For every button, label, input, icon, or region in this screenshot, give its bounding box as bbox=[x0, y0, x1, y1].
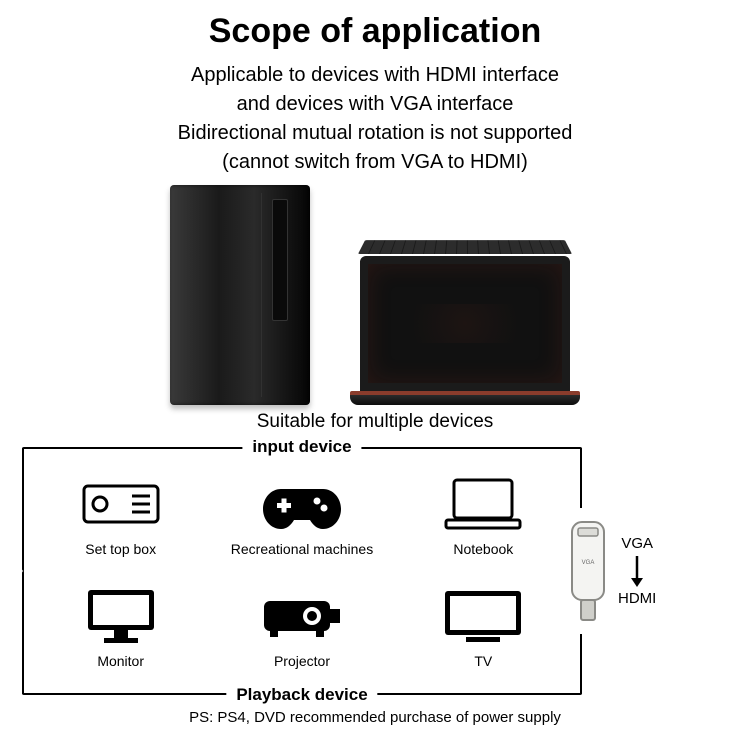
pc-tower-image bbox=[170, 185, 310, 405]
desc-line-1: Applicable to devices with HDMI interfac… bbox=[0, 61, 750, 90]
page-title: Scope of application bbox=[0, 0, 750, 51]
input-group-label: input device bbox=[242, 437, 361, 457]
svg-text:VGA: VGA bbox=[582, 560, 595, 566]
input-label-2: Notebook bbox=[453, 541, 513, 557]
monitor-icon bbox=[84, 586, 158, 646]
input-label-1: Recreational machines bbox=[231, 541, 373, 557]
adapter-top-label: VGA bbox=[621, 535, 653, 552]
adapter-block: VGA VGA HDMI bbox=[562, 508, 682, 634]
playback-label-1: Projector bbox=[274, 653, 330, 669]
playback-label-2: TV bbox=[474, 653, 492, 669]
playback-frame: Monitor Projector bbox=[22, 571, 582, 695]
footnote: PS: PS4, DVD recommended purchase of pow… bbox=[0, 709, 750, 726]
playback-group-label: Playback device bbox=[226, 685, 377, 705]
laptop-image bbox=[350, 256, 580, 405]
arrow-down-icon bbox=[630, 554, 644, 588]
adapter-labels: VGA HDMI bbox=[618, 535, 656, 607]
input-item-settop: Set top box bbox=[30, 473, 211, 557]
description-block: Applicable to devices with HDMI interfac… bbox=[0, 61, 750, 177]
input-label-0: Set top box bbox=[85, 541, 156, 557]
settop-icon bbox=[82, 480, 160, 528]
devices-caption: Suitable for multiple devices bbox=[0, 411, 750, 433]
input-item-notebook: Notebook bbox=[393, 473, 574, 557]
notebook-icon bbox=[444, 476, 522, 532]
desc-line-4: (cannot switch from VGA to HDMI) bbox=[0, 148, 750, 177]
playback-item-projector: Projector bbox=[211, 585, 392, 669]
projector-icon bbox=[262, 591, 342, 641]
adapter-bottom-label: HDMI bbox=[618, 590, 656, 607]
tv-icon bbox=[442, 587, 524, 645]
input-frame: Set top box Recreational machines bbox=[22, 447, 582, 571]
desc-line-3: Bidirectional mutual rotation is not sup… bbox=[0, 119, 750, 148]
playback-item-tv: TV bbox=[393, 585, 574, 669]
gamepad-icon bbox=[261, 477, 343, 531]
device-photos-row bbox=[0, 185, 750, 405]
playback-label-0: Monitor bbox=[97, 653, 144, 669]
desc-line-2: and devices with VGA interface bbox=[0, 90, 750, 119]
adapter-icon: VGA bbox=[566, 516, 610, 626]
input-item-gamepad: Recreational machines bbox=[211, 473, 392, 557]
playback-item-monitor: Monitor bbox=[30, 585, 211, 669]
scope-diagram: input device Set top box bbox=[22, 447, 728, 695]
